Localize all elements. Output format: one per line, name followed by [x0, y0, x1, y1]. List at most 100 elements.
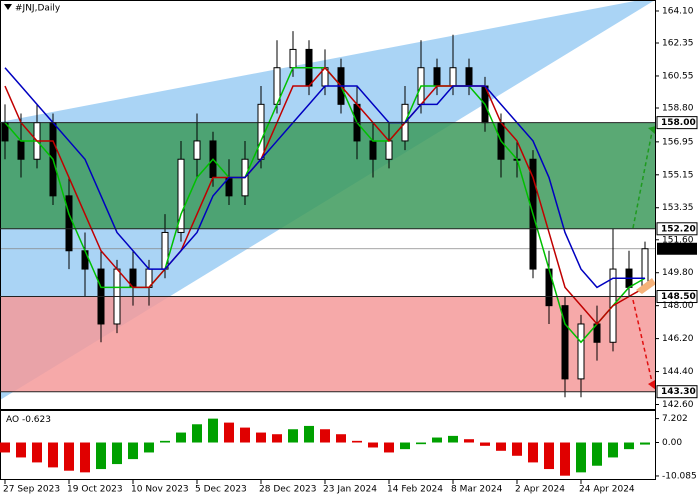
candle-body: [577, 323, 585, 380]
level-label: 158.00: [661, 118, 696, 128]
ao-bar: [416, 442, 426, 445]
last-price-box: [657, 242, 697, 255]
chart-title: #JNJ,Daily: [15, 4, 61, 14]
x-tick-label: 14 Feb 2024: [387, 485, 443, 495]
candle-body: [65, 195, 73, 252]
y-tick-label: 160.55: [662, 71, 694, 81]
ao-bar: [336, 434, 346, 443]
ao-bar: [544, 442, 554, 470]
ao-bar: [640, 442, 650, 445]
ao-bar: [384, 442, 394, 453]
x-tick-label: 5 Dec 2023: [195, 485, 247, 495]
y-tick-label: 155.15: [662, 170, 694, 180]
ao-bar: [32, 442, 42, 463]
candle-body: [641, 248, 649, 288]
level-box: [656, 116, 698, 130]
candle-body: [433, 67, 441, 87]
ao-bar: [96, 442, 106, 470]
y-tick-label: 151.60: [662, 235, 694, 245]
candle-body: [193, 140, 201, 160]
symbol-icon: [4, 4, 12, 10]
candle-body: [369, 140, 377, 160]
zone: [0, 122, 655, 229]
y-tick-label: 153.35: [662, 203, 694, 213]
ao-bar: [176, 432, 186, 443]
ao-bar: [512, 442, 522, 456]
candle-body: [257, 103, 265, 160]
ao-bar: [112, 442, 122, 465]
level-box: [656, 385, 698, 399]
ao-bar: [160, 440, 170, 443]
up-arrowhead: [648, 126, 656, 134]
candle-body: [289, 48, 297, 69]
ao-bar: [192, 424, 202, 443]
ao-bar: [432, 437, 442, 443]
ao-bar: [480, 442, 490, 446]
y-tick-label: 142.60: [662, 400, 694, 410]
moving-average: [4, 66, 646, 326]
x-tick-label: 19 Oct 2023: [67, 485, 123, 495]
up-arrow: [632, 131, 653, 229]
x-tick-label: 27 Sep 2023: [3, 485, 60, 495]
ao-bar: [496, 442, 506, 451]
indicator-label: AO -0.623: [6, 415, 51, 425]
x-tick-label: 23 Jan 2024: [323, 485, 377, 495]
ao-bar: [256, 432, 266, 443]
ao-bar: [288, 429, 298, 443]
candle-body: [465, 67, 473, 87]
ao-bar: [368, 442, 378, 448]
x-tick-label: 2 Apr 2024: [515, 485, 565, 495]
ao-bar: [304, 425, 314, 443]
ao-bar: [352, 440, 362, 443]
ao-bar: [560, 442, 570, 476]
main-frame: [0, 0, 656, 410]
candle-body: [385, 140, 393, 160]
ao-bar: [64, 442, 74, 471]
x-tick-label: 28 Dec 2023: [259, 485, 317, 495]
ao-bar: [16, 442, 26, 458]
zone: [0, 296, 655, 392]
level-label: 143.30: [661, 387, 696, 397]
ao-bar: [448, 435, 458, 443]
ao-bar: [592, 442, 602, 466]
ao-bar: [464, 439, 474, 443]
ao-bar: [240, 427, 250, 443]
y-tick-label: 158.80: [662, 103, 694, 113]
candle-body: [81, 250, 89, 270]
ao-bar: [320, 429, 330, 443]
ao-bar: [224, 422, 234, 443]
indicator-tick-label: 0.00: [662, 438, 682, 448]
candle-body: [561, 305, 569, 380]
x-tick-label: 10 Nov 2023: [131, 485, 189, 495]
y-tick-label: 146.20: [662, 334, 694, 344]
ao-bar: [528, 442, 538, 463]
y-tick-label: 148.00: [662, 301, 694, 311]
indicator-tick-label: 7.202: [662, 414, 688, 424]
level-box: [656, 222, 698, 236]
ao-bar: [128, 442, 138, 460]
ao-bar: [48, 442, 58, 468]
candle-body: [177, 158, 185, 233]
level-label: 152.20: [661, 224, 696, 234]
down-arrow: [632, 299, 653, 383]
y-tick-label: 149.80: [662, 268, 694, 278]
y-tick-label: 164.10: [662, 6, 694, 16]
ao-bar: [80, 442, 90, 473]
zones: [0, 122, 655, 392]
moving-average: [4, 67, 645, 289]
ao-bar: [576, 442, 586, 473]
y-tick-label: 156.95: [662, 137, 694, 147]
down-arrowhead: [648, 380, 656, 390]
last-price-label: 151.11: [661, 244, 696, 254]
candle-body: [17, 140, 25, 160]
ao-bar: [624, 442, 634, 450]
x-tick-label: 24 Apr 2024: [579, 485, 635, 495]
candle-body: [449, 67, 457, 87]
ao-bar: [144, 442, 154, 453]
ao-bar: [400, 442, 410, 450]
indicator-name: AO: [6, 415, 19, 425]
ao-bar: [208, 418, 218, 443]
y-tick-label: 144.40: [662, 367, 694, 377]
level-label: 148.50: [661, 292, 696, 302]
